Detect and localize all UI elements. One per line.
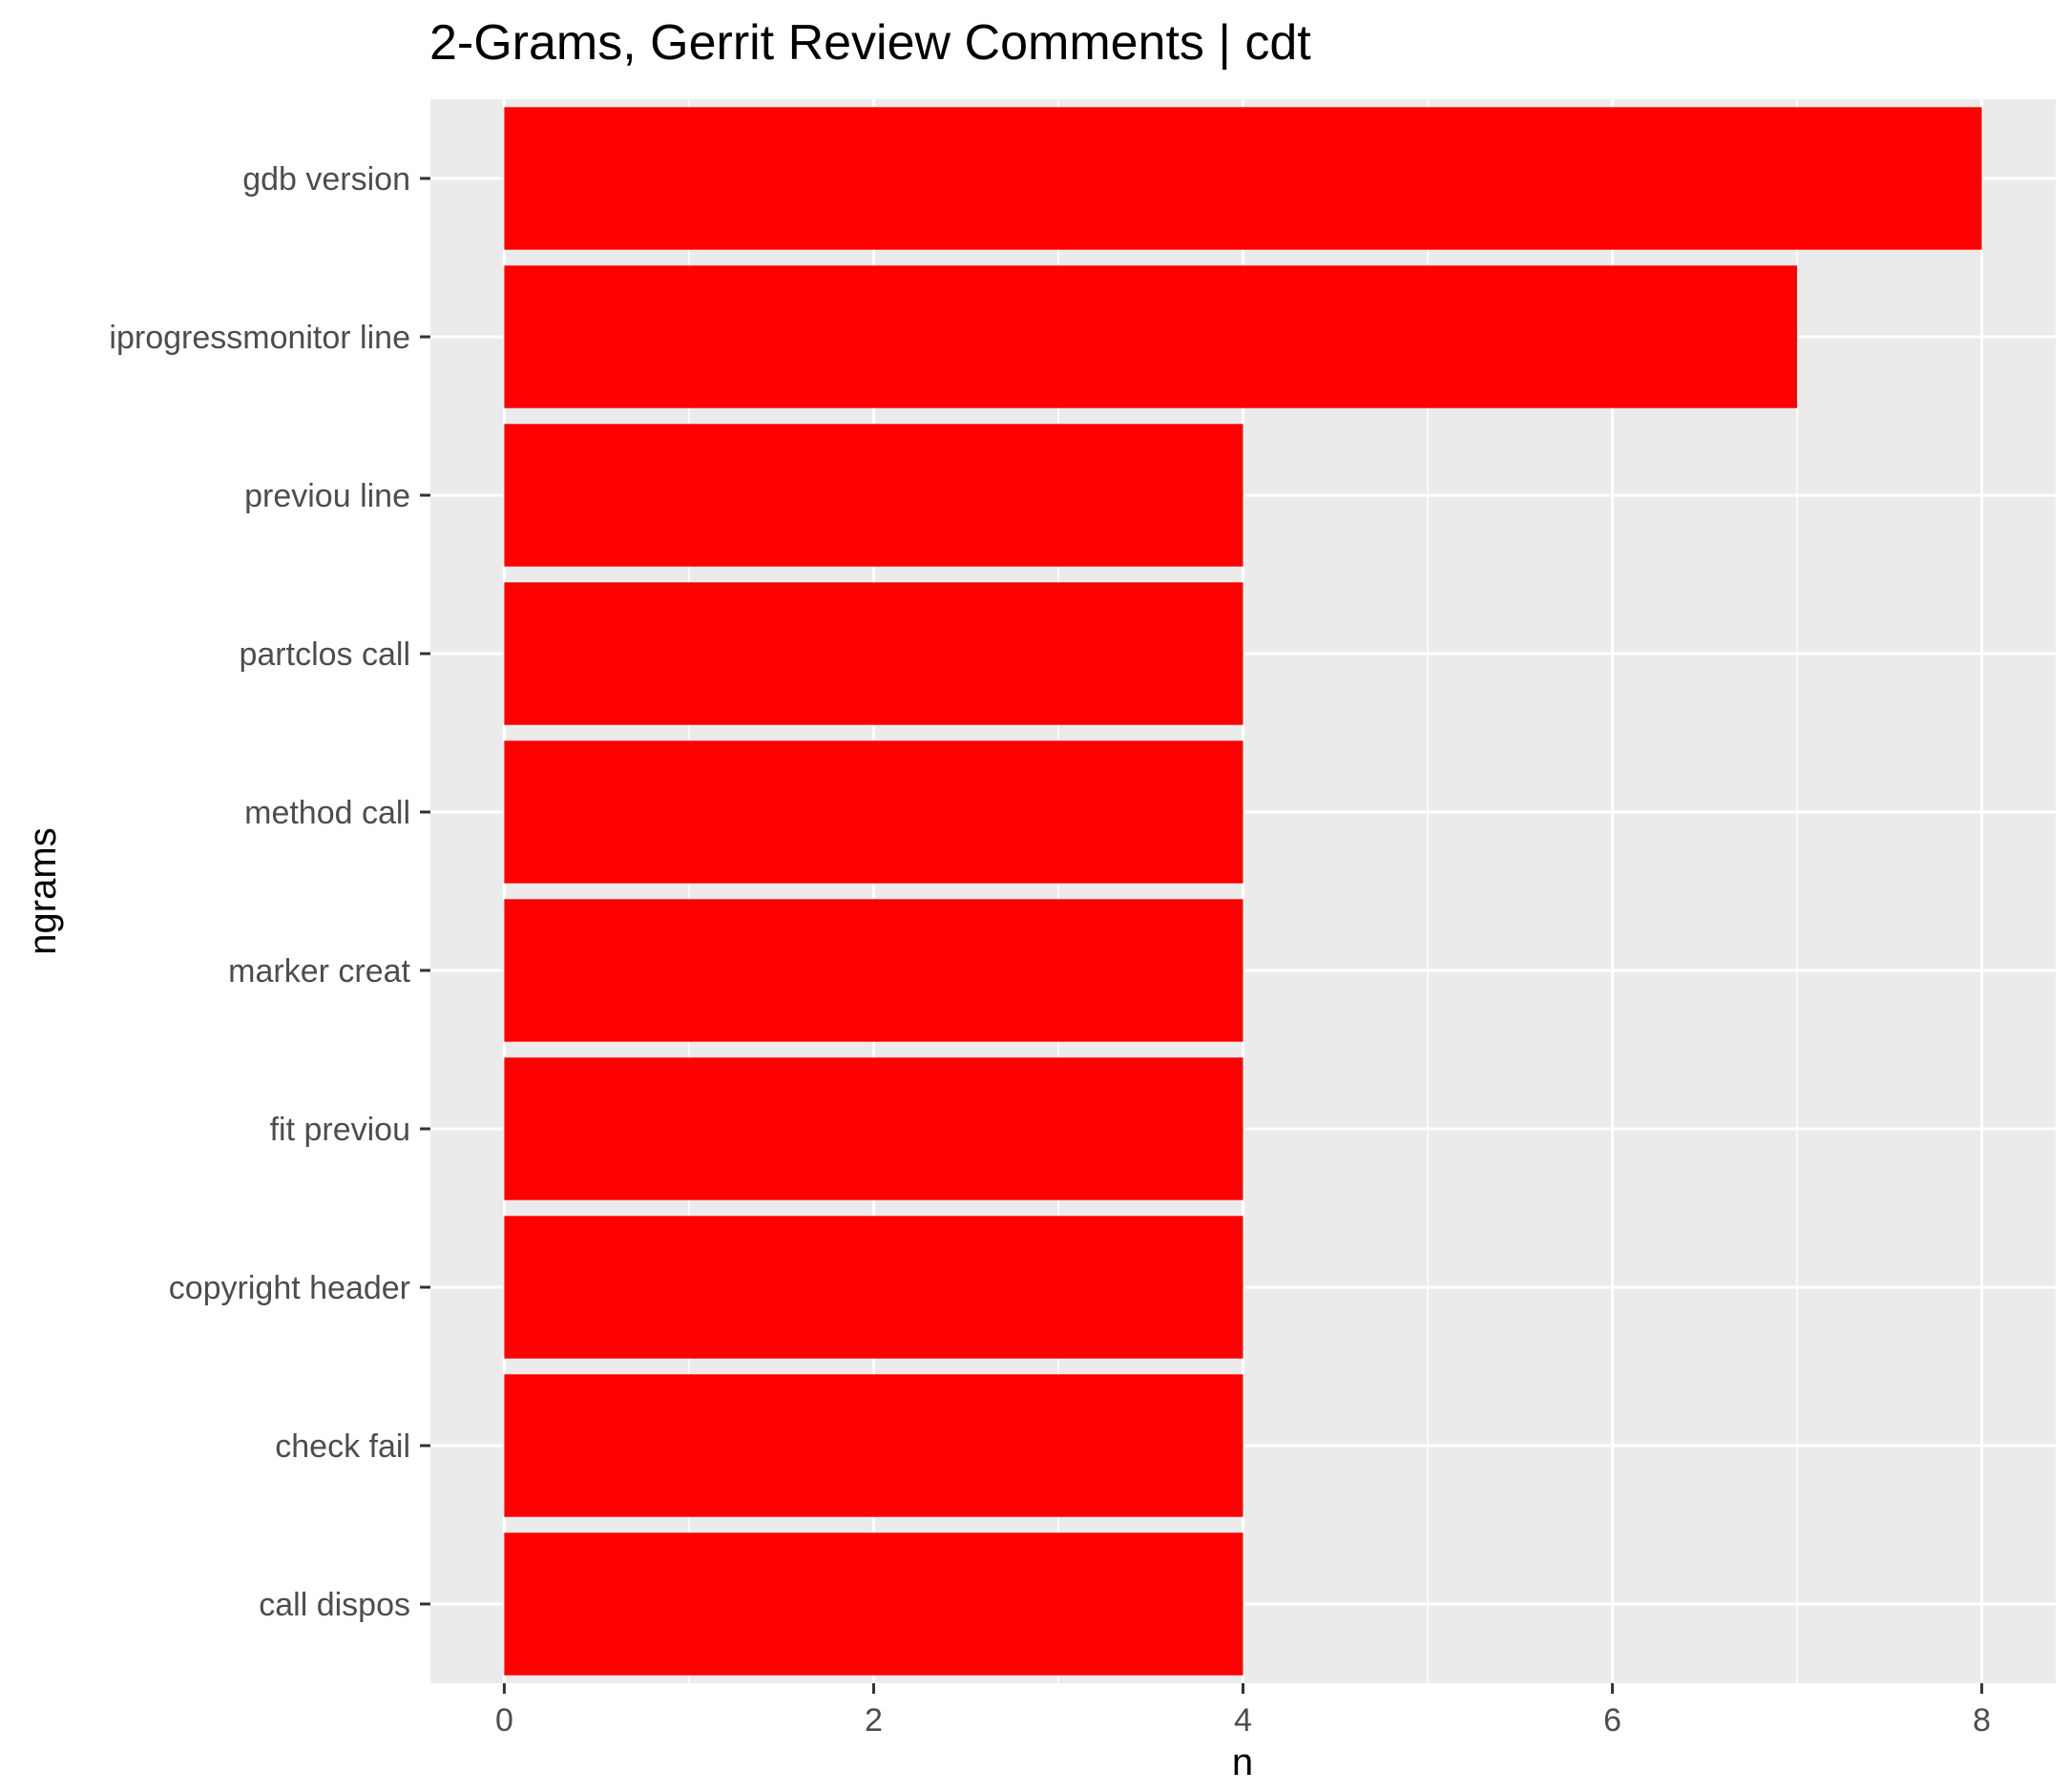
y-axis-title: ngrams bbox=[22, 827, 64, 954]
x-axis: 0 2 4 6 8 bbox=[495, 1683, 1991, 1739]
bar bbox=[504, 107, 1982, 250]
y-tick-label: call dispos bbox=[259, 1587, 410, 1623]
y-tick-label: check fail bbox=[275, 1428, 410, 1465]
bar bbox=[504, 1216, 1243, 1359]
x-axis-title: n bbox=[1232, 1741, 1253, 1783]
y-tick-label: partclos call bbox=[239, 636, 410, 673]
x-tick-label: 8 bbox=[1973, 1702, 1991, 1739]
x-tick-label: 4 bbox=[1234, 1702, 1252, 1739]
bar bbox=[504, 582, 1243, 725]
x-tick-label: 0 bbox=[495, 1702, 513, 1739]
bar bbox=[504, 740, 1243, 884]
x-tick-label: 6 bbox=[1603, 1702, 1621, 1739]
bar bbox=[504, 424, 1243, 567]
bars bbox=[504, 107, 1982, 1676]
y-tick-label: method call bbox=[244, 795, 410, 831]
y-axis: gdb version iprogressmonitor line previou … bbox=[109, 161, 430, 1623]
y-tick-label: gdb version bbox=[242, 161, 410, 198]
y-tick-label: marker creat bbox=[228, 953, 410, 990]
y-tick-label: fit previou bbox=[270, 1112, 410, 1148]
y-tick-label: copyright header bbox=[169, 1270, 410, 1306]
bar bbox=[504, 1057, 1243, 1200]
bar bbox=[504, 1532, 1243, 1676]
bar bbox=[504, 265, 1798, 408]
y-tick-label: previou line bbox=[244, 478, 410, 514]
chart-title: 2-Grams, Gerrit Review Comments | cdt bbox=[429, 15, 1311, 71]
bar bbox=[504, 1374, 1243, 1517]
x-tick-label: 2 bbox=[865, 1702, 883, 1739]
bar bbox=[504, 899, 1243, 1042]
y-tick-label: iprogressmonitor line bbox=[109, 320, 410, 356]
